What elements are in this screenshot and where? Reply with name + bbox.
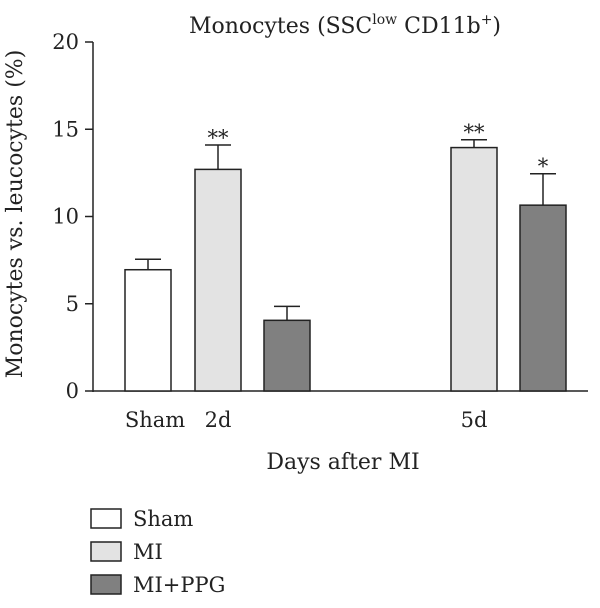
x-tick-label-5d: 5d — [461, 408, 488, 432]
significance-3: ** — [464, 121, 486, 145]
y-tick-label-0: 0 — [66, 379, 79, 403]
chart-title: Monocytes (SSClow CD11b+) — [189, 12, 501, 39]
x-tick-label-2d: 2d — [205, 408, 232, 432]
legend-swatch-mi — [90, 541, 122, 562]
legend-label-mi: MI — [133, 540, 163, 564]
y-axis-label: Monocytes vs. leucocytes (%) — [3, 50, 28, 379]
bar-mi-5d — [450, 146, 498, 392]
y-ticks: 0 5 10 15 20 — [52, 30, 93, 403]
y-tick-label-3: 15 — [52, 117, 79, 141]
bar-sham — [124, 268, 172, 392]
legend-swatch-sham — [90, 508, 122, 529]
significance-1: ** — [208, 126, 230, 150]
legend-label-sham: Sham — [133, 507, 193, 531]
significance-4: * — [538, 155, 549, 179]
bar-mi-2d — [194, 168, 242, 392]
y-tick-label-2: 10 — [52, 205, 79, 229]
bar-mippg-2d — [263, 319, 311, 392]
legend-swatch-mippg — [90, 574, 122, 595]
bar-mippg-5d — [519, 204, 567, 392]
y-tick-label-1: 5 — [66, 292, 79, 316]
y-tick-label-4: 20 — [52, 30, 79, 54]
bars: ** ** * — [124, 121, 567, 392]
legend-label-mippg: MI+PPG — [133, 573, 225, 597]
x-axis-label: Days after MI — [266, 450, 419, 475]
x-tick-label-sham: Sham — [125, 408, 185, 432]
legend: Sham MI MI+PPG — [90, 507, 225, 597]
